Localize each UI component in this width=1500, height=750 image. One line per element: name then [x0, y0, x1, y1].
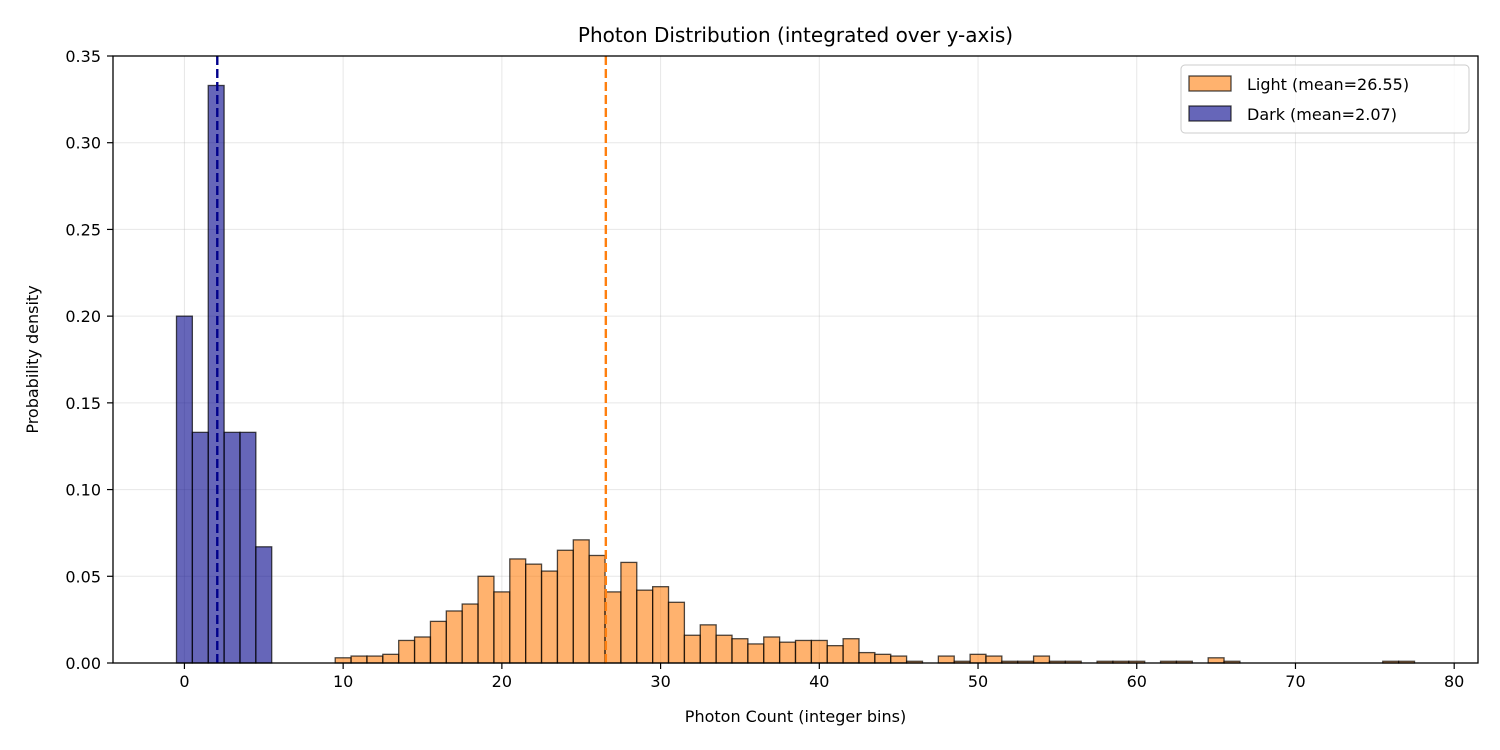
x-tick-label: 10: [333, 672, 353, 691]
mean-lines: [216, 56, 608, 663]
light-bar: [1032, 655, 1051, 664]
light-bar: [382, 653, 400, 664]
light-bar: [747, 643, 765, 664]
light-bar: [842, 638, 860, 664]
light-bar: [588, 554, 606, 664]
light-bar: [540, 570, 559, 664]
light-bar: [366, 655, 384, 664]
plot-frame: [112, 55, 1479, 664]
light-bar: [1207, 657, 1225, 664]
light-bar: [334, 657, 352, 664]
y-tick-label: 0.30: [65, 134, 101, 153]
legend-label-light: Light (mean=26.55): [1247, 75, 1409, 94]
grid-lines: [113, 55, 1478, 664]
light-bar: [794, 639, 813, 664]
y-tick-label: 0.20: [65, 307, 101, 326]
light-bar: [858, 651, 876, 664]
light-bar: [731, 638, 749, 664]
light-bar: [652, 586, 670, 664]
dark-bar: [223, 431, 241, 664]
light-bar: [493, 591, 511, 664]
light-bar: [937, 655, 955, 664]
light-bar: [445, 610, 463, 664]
y-axis-title: Probability density: [23, 285, 42, 433]
y-tick-label: 0.25: [65, 220, 101, 239]
x-tick-label: 80: [1444, 672, 1464, 691]
x-tick-label: 20: [492, 672, 512, 691]
light-bar: [890, 655, 908, 664]
light-bar: [985, 655, 1003, 664]
dark-bar: [175, 315, 194, 664]
x-tick-label: 70: [1285, 672, 1305, 691]
light-bar: [477, 575, 495, 664]
light-bar: [778, 641, 797, 664]
light-bar: [350, 655, 368, 664]
light-bar: [667, 601, 686, 664]
x-tick-label: 40: [809, 672, 829, 691]
y-tick-label: 0.35: [65, 47, 101, 66]
x-tick-label: 0: [179, 672, 189, 691]
light-bar: [683, 634, 701, 664]
light-bar: [763, 636, 781, 664]
light-bar: [525, 563, 543, 664]
dark-bar: [255, 546, 273, 664]
light-bar: [969, 653, 987, 664]
y-tick-label: 0.00: [65, 654, 101, 673]
light-bar: [620, 561, 638, 664]
dark-series-bars: [175, 84, 273, 664]
light-series-bars: [334, 539, 1416, 664]
light-bar: [461, 603, 479, 664]
light-bar: [413, 636, 432, 664]
light-bar: [699, 624, 717, 664]
legend-box: [1180, 64, 1470, 134]
y-axis-ticks: 0.00 0.05 0.10 0.15 0.20 0.25 0.30 0.35: [65, 47, 113, 673]
y-tick-label: 0.05: [65, 567, 101, 586]
light-bar: [874, 653, 892, 664]
light-bar: [826, 645, 844, 664]
light-bar: [604, 591, 622, 664]
light-bar: [429, 620, 447, 664]
x-tick-label: 30: [650, 672, 670, 691]
legend-swatch-dark: [1188, 105, 1232, 122]
light-bar: [509, 558, 527, 664]
light-bar: [398, 639, 416, 664]
x-axis-title: Photon Count (integer bins): [685, 707, 906, 726]
light-bar: [556, 549, 574, 664]
light-bar: [636, 589, 654, 664]
dark-bar: [191, 431, 209, 664]
light-bar: [715, 634, 733, 664]
y-tick-label: 0.15: [65, 394, 101, 413]
x-tick-label: 50: [968, 672, 988, 691]
x-tick-label: 60: [1127, 672, 1147, 691]
y-tick-label: 0.10: [65, 481, 101, 500]
legend-label-dark: Dark (mean=2.07): [1247, 105, 1397, 124]
light-bar: [810, 639, 828, 664]
dark-bar: [239, 431, 257, 664]
legend-swatch-light: [1188, 75, 1232, 92]
chart-title: Photon Distribution (integrated over y-a…: [578, 23, 1013, 47]
legend: Light (mean=26.55) Dark (mean=2.07): [1180, 64, 1470, 134]
light-bar: [572, 539, 590, 664]
x-axis-ticks: 0 10 20 30 40 50 60 70 80: [179, 663, 1464, 691]
